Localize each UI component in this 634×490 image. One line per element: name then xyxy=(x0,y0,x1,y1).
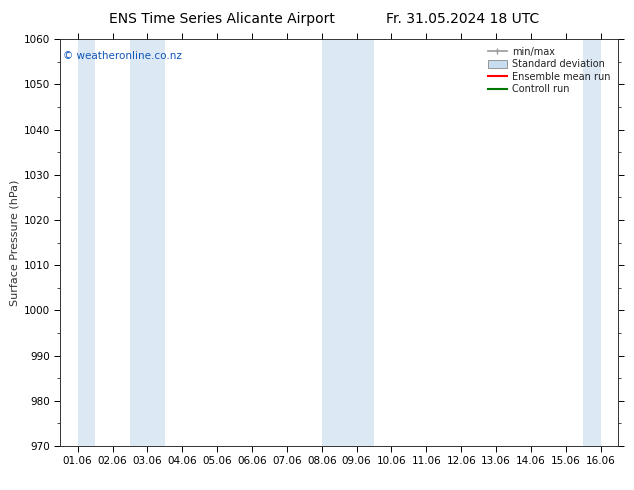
Bar xyxy=(583,39,600,446)
Text: Fr. 31.05.2024 18 UTC: Fr. 31.05.2024 18 UTC xyxy=(386,12,540,26)
Text: ENS Time Series Alicante Airport: ENS Time Series Alicante Airport xyxy=(109,12,335,26)
Legend: min/max, Standard deviation, Ensemble mean run, Controll run: min/max, Standard deviation, Ensemble me… xyxy=(484,44,613,97)
Y-axis label: Surface Pressure (hPa): Surface Pressure (hPa) xyxy=(10,179,20,306)
Bar xyxy=(78,39,95,446)
Bar xyxy=(130,39,165,446)
Text: © weatheronline.co.nz: © weatheronline.co.nz xyxy=(63,51,182,61)
Bar xyxy=(321,39,374,446)
